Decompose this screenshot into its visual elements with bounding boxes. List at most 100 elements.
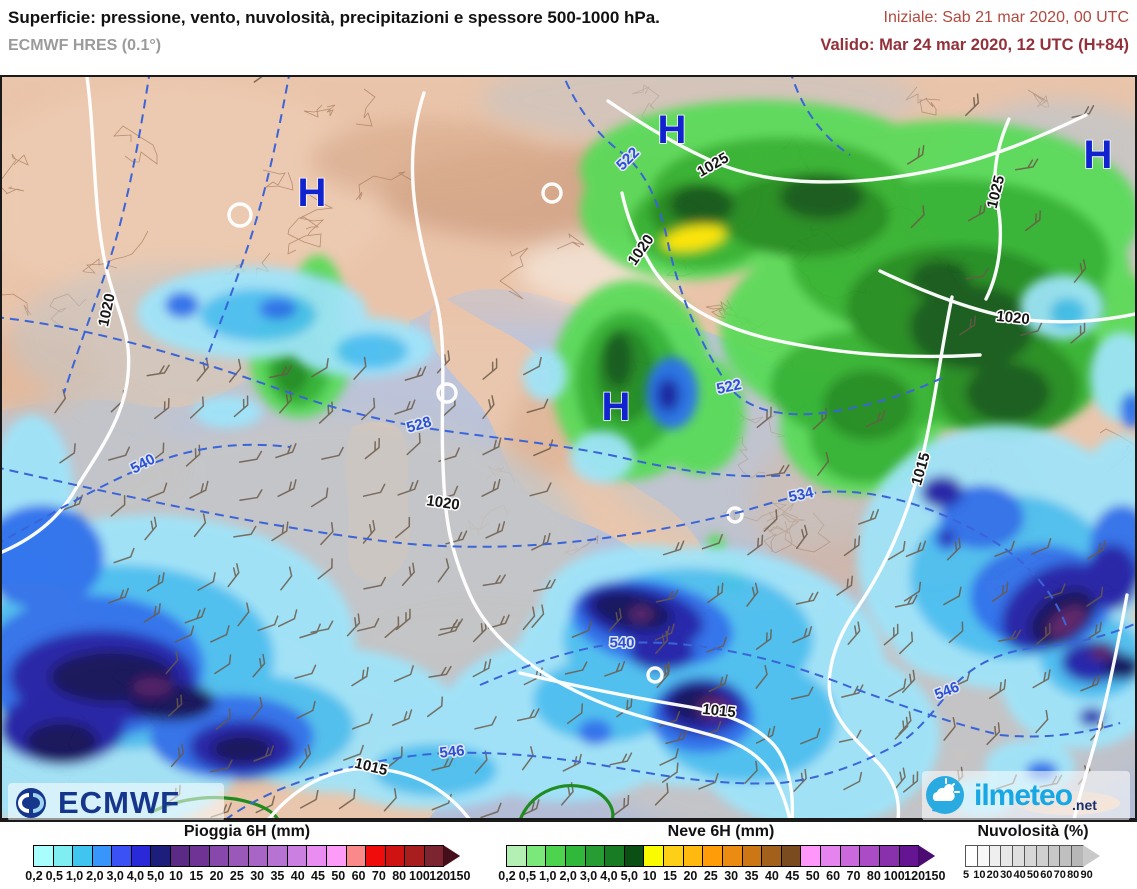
legend-tick-label: 50 [1026,869,1040,881]
border-line [262,169,294,191]
wind-barb [841,684,864,698]
legend-title: Neve 6H (mm) [667,823,775,840]
legend-swatch [208,845,230,867]
border-line [0,153,29,195]
legend-swatch [780,845,802,867]
wind-barb [361,397,376,421]
border-line [499,247,529,300]
thickness-lines [0,75,1137,820]
legend-tick-label: 5,0 [147,869,165,883]
wind-barb [257,615,279,632]
wind-barb [1086,586,1104,607]
legend-tick-label: 25 [229,869,244,883]
wind-barb [662,540,685,556]
legend-tick-label: 80 [866,869,881,883]
wind-barb [271,521,289,542]
legend-tick-label: 30 [724,869,739,883]
legend-tick-label: 1,0 [65,869,84,883]
border-line [556,233,585,250]
legend-tick-label: 30 [1000,869,1013,881]
legend-tick-label: 20 [683,869,698,883]
wind-barb [481,478,501,497]
wind-barb [113,547,135,564]
wind-barb [991,581,1009,603]
wind-barb [883,623,899,646]
ilmeteo-logo[interactable]: ilmeteo .net [922,771,1130,821]
wind-barb [310,620,334,634]
legend-tick-label: 150 [449,869,471,883]
rain-precip-layer [0,267,1137,820]
legend-tick-label: 30 [250,869,265,883]
wind-barbs [54,75,1106,819]
legend-tick-label: 5,0 [620,869,638,883]
legend-swatch [169,845,191,867]
legend-tick-label: 40 [1013,869,1026,881]
legend-tick-label: 60 [1040,869,1053,881]
wind-barb [986,722,1001,746]
legend-tick-label: 15 [663,869,677,883]
wind-barb [482,395,495,420]
wind-barb [280,566,293,591]
wind-barb [108,446,131,461]
wind-barb [209,759,233,773]
legend-tick-label: 100 [408,869,430,883]
legend-swatch [839,845,861,867]
legend-swatch [682,845,704,867]
wind-barb [1073,259,1087,283]
wind-barb [239,489,263,502]
wind-barb [521,746,534,771]
high-pressure-label: H [602,385,631,429]
legend-arrow [1082,845,1100,867]
legend-swatch [325,845,347,867]
legend-swatch [345,845,367,867]
legend-tick-label: 40 [290,869,305,883]
legend-swatch [267,845,288,867]
wind-barb [1032,669,1051,689]
legend-colorbar [506,845,936,867]
wind-barb [763,509,778,532]
high-pressure-label: H [658,108,687,152]
legend-swatch [545,845,566,867]
legend-tick-label: 50 [805,869,820,883]
wind-barb [523,356,542,376]
wind-barb [858,508,879,525]
legend-swatch [525,845,547,867]
legend-swatch [130,845,152,867]
legend-swatch [1071,845,1084,867]
ecmwf-logo-text: ECMWF [58,784,181,820]
wind-barb [362,520,376,544]
wind-barb [391,709,413,726]
legend-tick-label: 3,0 [579,869,598,883]
wind-barb [474,716,497,730]
wind-barb [146,482,168,500]
wind-barb [836,575,854,596]
wind-barb [902,669,916,694]
wind-barb [659,748,679,766]
legend-tick-label: 3,0 [106,869,124,883]
legend-tick-label: 45 [311,869,325,883]
wind-barb [277,609,298,628]
wind-barb [310,487,329,508]
border-line [82,230,149,274]
isobar-label: 1020 [996,308,1031,328]
wind-barb [708,674,728,693]
wind-barb [898,711,912,735]
legend-tick-label: 70 [846,869,861,883]
legend-swatch [761,845,782,867]
wind-barb [253,745,274,762]
wind-barb [107,587,129,604]
wind-barb [790,686,814,700]
wind-barb [903,581,922,602]
wind-barb [529,482,552,497]
snow-yellow-core [661,223,727,253]
wind-barb [406,432,421,456]
legend-swatch [228,845,249,867]
wind-barb [401,562,415,586]
wind-barb [1087,540,1106,560]
legend-swatch [623,845,645,867]
legend-swatch [506,845,527,867]
legend-tick-label: 4,0 [600,869,618,883]
legend-tick-label: 0,5 [518,869,537,883]
wind-barb [300,789,319,809]
legend-tick-label: 35 [744,869,759,883]
